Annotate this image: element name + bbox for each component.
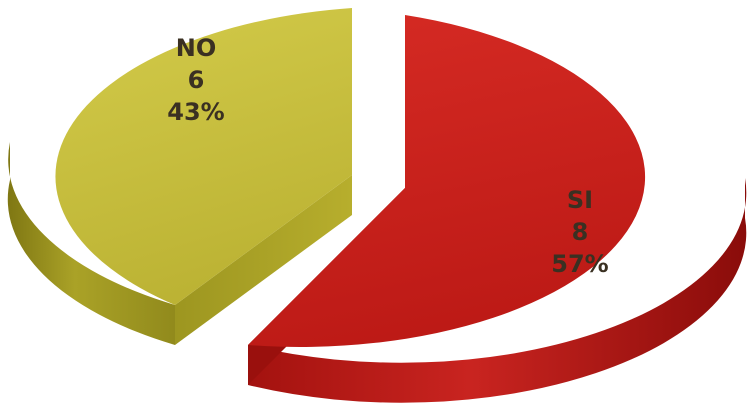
slice-si-side [248,178,747,403]
slice-no-cut-face [175,175,352,345]
slice-no-value: 6 [188,66,205,94]
slice-si-top [248,15,646,347]
pie-slice-no [7,8,353,345]
slice-si-value: 8 [572,218,589,246]
slice-no-side [7,142,175,345]
slice-no-name: NO [176,34,217,62]
slice-label-no: NO 6 43% [167,34,224,126]
slice-no-top [55,8,353,305]
slice-no-percent: 43% [167,98,224,126]
pie-slice-si [248,15,747,403]
slice-label-si: SI 8 57% [551,186,608,278]
slice-si-percent: 57% [551,250,608,278]
slice-si-name: SI [567,186,593,214]
